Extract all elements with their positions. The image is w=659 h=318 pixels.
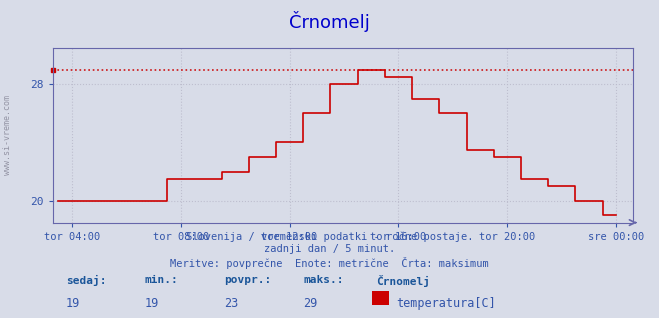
- Text: 19: 19: [66, 297, 80, 310]
- Text: povpr.:: povpr.:: [224, 275, 272, 285]
- Text: zadnji dan / 5 minut.: zadnji dan / 5 minut.: [264, 244, 395, 254]
- Text: maks.:: maks.:: [303, 275, 343, 285]
- Text: Črnomelj: Črnomelj: [289, 11, 370, 32]
- Text: sedaj:: sedaj:: [66, 275, 106, 286]
- Text: 19: 19: [145, 297, 159, 310]
- Text: 23: 23: [224, 297, 239, 310]
- Text: Črnomelj: Črnomelj: [376, 275, 430, 287]
- Text: 29: 29: [303, 297, 318, 310]
- Text: temperatura[C]: temperatura[C]: [397, 297, 496, 310]
- Text: Slovenija / vremenski podatki - ročne postaje.: Slovenija / vremenski podatki - ročne po…: [186, 232, 473, 242]
- Text: min.:: min.:: [145, 275, 179, 285]
- Text: www.si-vreme.com: www.si-vreme.com: [3, 95, 13, 175]
- Text: Meritve: povprečne  Enote: metrične  Črta: maksimum: Meritve: povprečne Enote: metrične Črta:…: [170, 257, 489, 269]
